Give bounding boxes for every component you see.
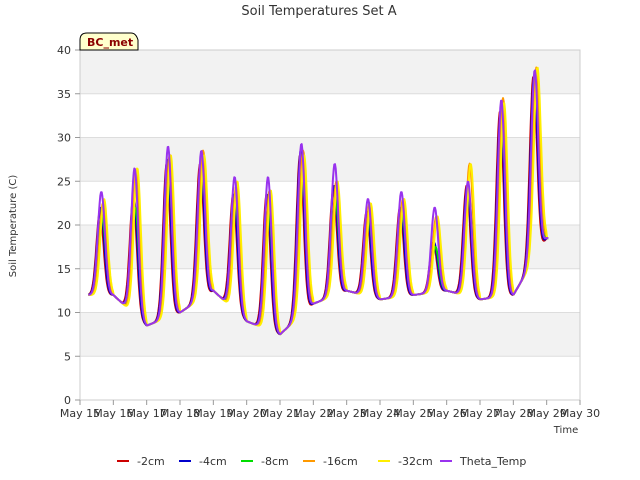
x-tick-label: May 28 bbox=[493, 407, 533, 420]
x-tick-label: May 18 bbox=[160, 407, 200, 420]
x-tick-label: May 27 bbox=[460, 407, 500, 420]
background-band bbox=[80, 93, 580, 138]
series-lines bbox=[87, 66, 549, 336]
x-tick-label: May 25 bbox=[393, 407, 433, 420]
x-tick-label: May 22 bbox=[293, 407, 333, 420]
y-tick-label: 20 bbox=[57, 219, 71, 232]
x-tick-label: May 23 bbox=[327, 407, 367, 420]
x-axis-label: Time bbox=[553, 425, 578, 436]
chart-title: Soil Temperatures Set A bbox=[241, 4, 396, 19]
site-badge-label: BC_met bbox=[87, 36, 133, 49]
x-tick-label: May 30 bbox=[560, 407, 600, 420]
y-tick-label: 40 bbox=[57, 44, 71, 57]
legend-label-4cm: -4cm bbox=[199, 455, 227, 468]
site-badge: BC_met bbox=[79, 32, 139, 51]
legend-label-2cm: -2cm bbox=[137, 455, 165, 468]
y-tick-label: 10 bbox=[57, 307, 71, 320]
y-tick-label: 0 bbox=[64, 394, 71, 407]
y-tick-label: 35 bbox=[57, 88, 71, 101]
y-tick-label: 5 bbox=[64, 350, 71, 363]
x-tick-label: May 24 bbox=[360, 407, 400, 420]
y-tick-label: 15 bbox=[57, 263, 71, 276]
legend: -2cm -4cm -8cm -16cm -32cm Theta_Temp bbox=[117, 455, 526, 468]
x-tick-label: May 15 bbox=[60, 407, 100, 420]
series-line-theta-temp bbox=[88, 69, 549, 336]
x-tick-label: May 20 bbox=[227, 407, 267, 420]
x-tick-label: May 26 bbox=[427, 407, 467, 420]
background-band bbox=[80, 312, 580, 357]
y-axis-label: Soil Temperature (C) bbox=[8, 175, 19, 278]
legend-label-8cm: -8cm bbox=[261, 455, 289, 468]
legend-label-theta-temp: Theta_Temp bbox=[459, 455, 526, 468]
y-tick-label: 25 bbox=[57, 175, 71, 188]
legend-label-16cm: -16cm bbox=[323, 455, 358, 468]
x-tick-label: May 17 bbox=[127, 407, 167, 420]
background-band bbox=[80, 356, 580, 400]
legend-label-32cm: -32cm bbox=[398, 455, 433, 468]
background-band bbox=[80, 50, 580, 94]
x-tick-label: May 29 bbox=[527, 407, 567, 420]
y-tick-label: 30 bbox=[57, 132, 71, 145]
x-tick-label: May 16 bbox=[93, 407, 133, 420]
x-tick-label: May 21 bbox=[260, 407, 300, 420]
y-axis-ticks: 0 5 10 15 20 25 30 35 40 bbox=[57, 44, 80, 407]
x-tick-label: May 19 bbox=[193, 407, 233, 420]
